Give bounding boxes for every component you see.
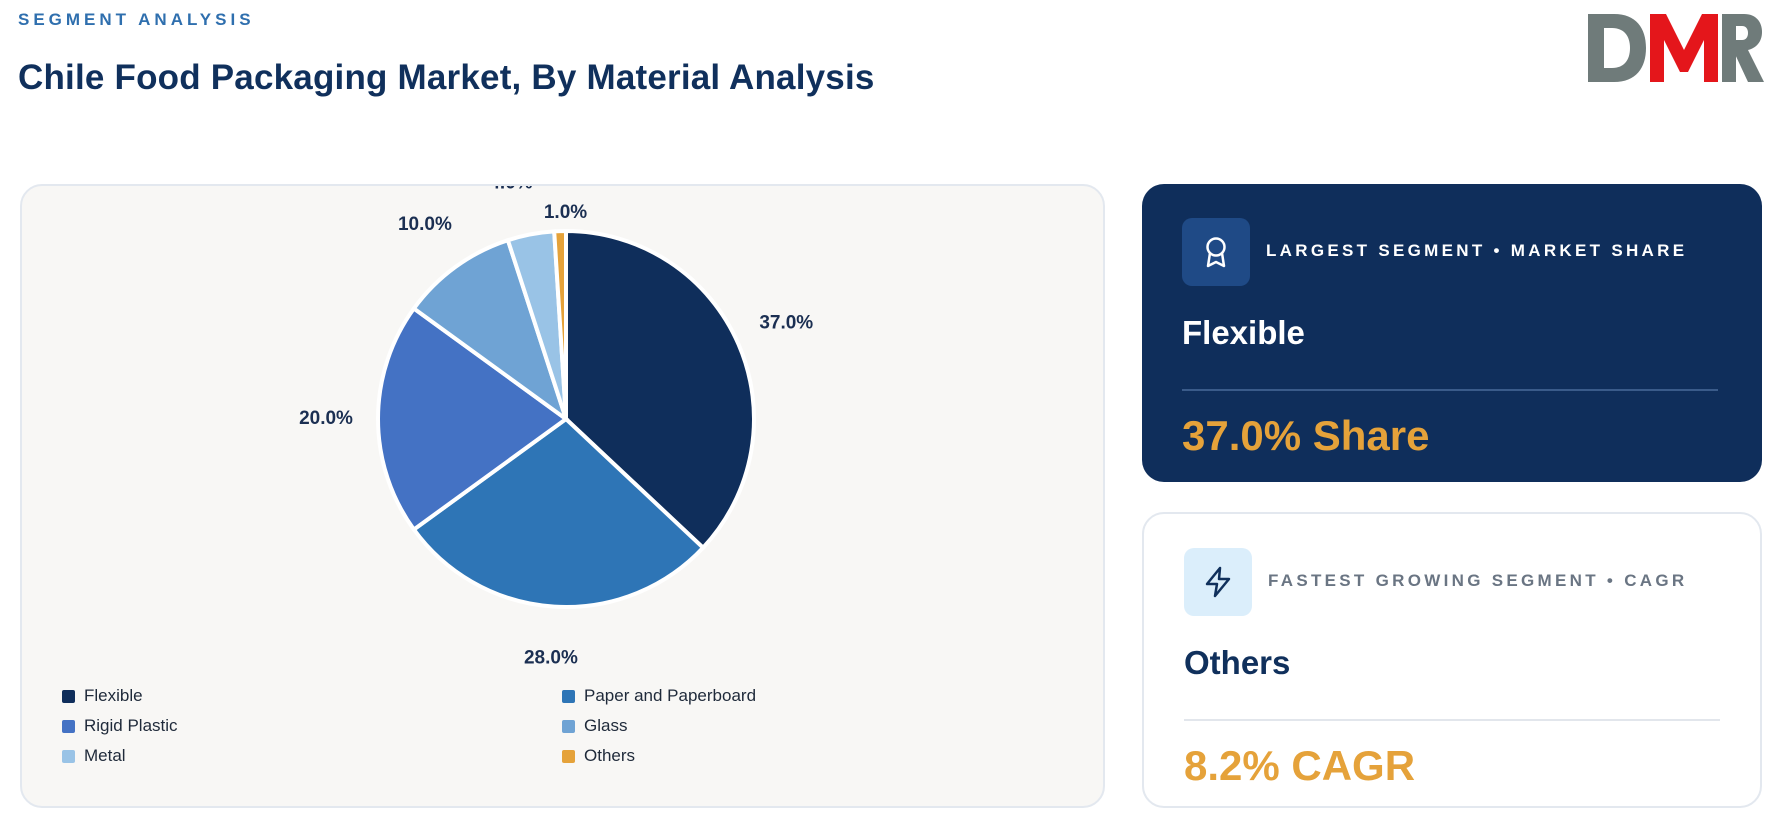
legend-swatch — [562, 749, 575, 763]
legend-label: Paper and Paperboard — [584, 686, 757, 705]
divider — [1184, 719, 1720, 721]
section-eyebrow: SEGMENT ANALYSIS — [18, 10, 255, 29]
divider — [1182, 389, 1718, 391]
legend-item: Rigid Plastic — [62, 716, 178, 736]
legend-item: Metal — [62, 746, 126, 766]
legend-item: Glass — [562, 716, 627, 736]
pie-data-label: 4.0% — [489, 186, 532, 193]
pie-data-label: 1.0% — [544, 202, 587, 223]
legend-label: Glass — [584, 716, 628, 735]
pie-slice-flexible — [564, 228, 756, 551]
largest-segment-value: 37.0% Share — [1182, 412, 1430, 459]
award-icon — [1182, 218, 1250, 286]
pie-slice-paper-and-paperboard — [411, 416, 706, 609]
dmr-logo — [1588, 14, 1764, 82]
pie-slice-glass — [411, 237, 570, 425]
largest-segment-name: Flexible — [1182, 314, 1305, 351]
pie-slice-rigid-plastic — [376, 305, 570, 533]
page-title: Chile Food Packaging Market, By Material… — [18, 58, 875, 97]
fastest-growing-card: FASTEST GROWING SEGMENT • CAGR Others 8.… — [1142, 512, 1762, 808]
legend-swatch — [62, 749, 75, 763]
legend-item: Others — [562, 746, 635, 766]
legend-swatch — [562, 719, 575, 733]
legend-label: Rigid Plastic — [84, 716, 178, 735]
pie-data-label: 28.0% — [524, 648, 578, 669]
legend-swatch — [562, 689, 575, 703]
legend-item: Paper and Paperboard — [562, 686, 756, 706]
lightning-icon — [1184, 548, 1252, 616]
fastest-segment-value: 8.2% CAGR — [1184, 742, 1416, 789]
legend-label: Metal — [84, 746, 126, 765]
legend-label: Others — [584, 746, 636, 765]
pie-chart: 37.0% 28.0% 20.0% 10.0% 4.0% 1.0% — [299, 186, 813, 669]
fastest-segment-label: FASTEST GROWING SEGMENT • CAGR — [1268, 571, 1688, 590]
legend-swatch — [62, 719, 75, 733]
pie-data-label: 20.0% — [299, 408, 353, 429]
legend-item: Flexible — [62, 686, 143, 706]
legend-label: Flexible — [84, 686, 143, 705]
pie-slice-others — [552, 228, 568, 420]
fastest-segment-name: Others — [1184, 644, 1291, 681]
largest-segment-card: LARGEST SEGMENT • MARKET SHARE Flexible … — [1142, 184, 1762, 482]
chart-card: 37.0% 28.0% 20.0% 10.0% 4.0% 1.0% Flexible Pap… — [20, 184, 1105, 808]
pie-data-label: 10.0% — [398, 214, 452, 235]
pie-data-label: 37.0% — [759, 313, 813, 334]
largest-segment-label: LARGEST SEGMENT • MARKET SHARE — [1266, 241, 1688, 260]
legend-swatch — [62, 689, 75, 703]
